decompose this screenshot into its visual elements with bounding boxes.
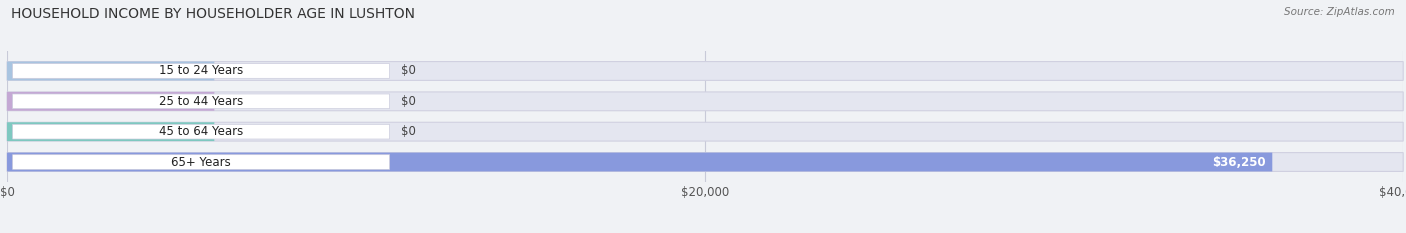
FancyBboxPatch shape bbox=[7, 92, 214, 111]
FancyBboxPatch shape bbox=[7, 122, 214, 141]
FancyBboxPatch shape bbox=[7, 62, 1403, 80]
Text: HOUSEHOLD INCOME BY HOUSEHOLDER AGE IN LUSHTON: HOUSEHOLD INCOME BY HOUSEHOLDER AGE IN L… bbox=[11, 7, 415, 21]
Text: $0: $0 bbox=[401, 125, 416, 138]
FancyBboxPatch shape bbox=[7, 122, 1403, 141]
FancyBboxPatch shape bbox=[13, 64, 389, 78]
FancyBboxPatch shape bbox=[13, 124, 389, 139]
Text: $0: $0 bbox=[401, 95, 416, 108]
FancyBboxPatch shape bbox=[13, 94, 389, 109]
Text: Source: ZipAtlas.com: Source: ZipAtlas.com bbox=[1284, 7, 1395, 17]
Text: 15 to 24 Years: 15 to 24 Years bbox=[159, 65, 243, 78]
FancyBboxPatch shape bbox=[13, 155, 389, 169]
Text: $36,250: $36,250 bbox=[1212, 155, 1265, 168]
FancyBboxPatch shape bbox=[7, 62, 214, 80]
Text: 25 to 44 Years: 25 to 44 Years bbox=[159, 95, 243, 108]
FancyBboxPatch shape bbox=[7, 153, 1272, 171]
Text: 65+ Years: 65+ Years bbox=[172, 155, 231, 168]
Text: $0: $0 bbox=[401, 65, 416, 78]
FancyBboxPatch shape bbox=[7, 153, 1403, 171]
FancyBboxPatch shape bbox=[7, 92, 1403, 111]
Text: 45 to 64 Years: 45 to 64 Years bbox=[159, 125, 243, 138]
